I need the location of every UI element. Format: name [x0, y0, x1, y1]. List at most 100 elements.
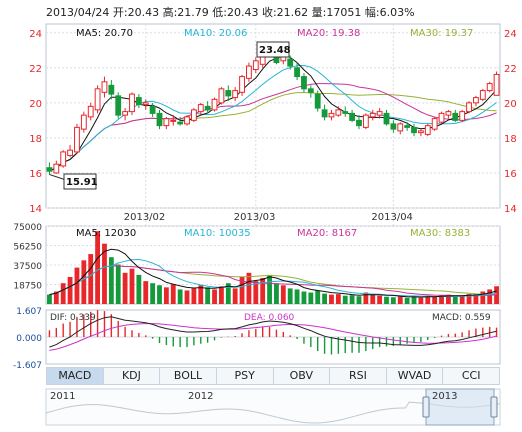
- volume-bar: [81, 260, 87, 304]
- candle-body: [438, 112, 445, 123]
- price-y-tick-left: 20: [29, 99, 42, 110]
- volume-bar: [136, 274, 142, 304]
- volume-bar: [129, 268, 135, 304]
- overview-handle-left[interactable]: [422, 396, 430, 418]
- volume-bar: [232, 288, 238, 304]
- price-ma-label: MA20: 19.38: [297, 28, 360, 39]
- tab-kdj[interactable]: KDJ: [104, 368, 161, 384]
- overview-handle-right[interactable]: [490, 396, 498, 418]
- volume-bar: [177, 289, 183, 304]
- candle-body: [376, 111, 383, 116]
- macd-label: MACD: 0.559: [432, 313, 491, 323]
- candle-body: [232, 90, 239, 99]
- volume-bar: [95, 231, 100, 304]
- candle-body: [122, 111, 129, 116]
- candle-body: [390, 123, 397, 130]
- candle-body: [466, 102, 472, 113]
- candle-body: [383, 112, 390, 125]
- tab-macd[interactable]: MACD: [47, 368, 104, 384]
- candle-body: [225, 90, 232, 97]
- tab-cci[interactable]: CCI: [461, 369, 481, 382]
- price-y-tick-left: 22: [29, 64, 42, 75]
- max-price-label: 23.48: [259, 45, 291, 56]
- overview-year-label: 2013: [432, 391, 457, 402]
- volume-bar: [377, 295, 383, 304]
- volume-bar: [473, 293, 479, 304]
- candle-body: [129, 93, 135, 113]
- volume-bar: [390, 297, 396, 304]
- volume-bar: [267, 274, 272, 304]
- volume-bar: [157, 285, 162, 304]
- volume-bar: [60, 283, 66, 304]
- volume-bar: [246, 272, 252, 304]
- tab-boll[interactable]: BOLL: [160, 368, 217, 384]
- volume-bar: [342, 295, 348, 304]
- volume-bar: [108, 257, 114, 304]
- tab-obv[interactable]: OBV: [274, 368, 331, 384]
- candle-body: [486, 83, 493, 92]
- volume-bar: [356, 296, 362, 304]
- candle-body: [417, 130, 424, 134]
- volume-bar: [150, 283, 156, 304]
- volume-bar: [122, 272, 128, 304]
- price-y-tick-left: 24: [29, 29, 42, 40]
- candle-body: [87, 105, 94, 118]
- volume-bar: [480, 291, 486, 304]
- candle-body: [190, 109, 197, 121]
- ma5-line: [49, 55, 497, 172]
- price-y-tick-right: 16: [504, 169, 517, 180]
- volume-bar: [274, 283, 279, 304]
- volume-bar: [184, 290, 190, 304]
- min-marker-line: [49, 174, 67, 181]
- volume-bar: [239, 276, 245, 304]
- volume-bar: [322, 293, 327, 304]
- volume-bar: [198, 285, 204, 304]
- candle-body: [307, 88, 314, 93]
- dea-label: DEA: 0.060: [244, 313, 295, 323]
- volume-bar: [212, 289, 217, 304]
- candle-body: [184, 116, 190, 125]
- volume-bar: [170, 284, 176, 304]
- volume-bar: [280, 285, 286, 304]
- tab-wvad[interactable]: WVAD: [387, 368, 444, 384]
- quote-header: 2013/04/24 开:20.43 高:21.79 低:20.43 收:21.…: [46, 6, 415, 19]
- price-y-tick-right: 20: [504, 99, 517, 110]
- volume-bar: [219, 286, 224, 304]
- candle-body: [197, 104, 204, 113]
- volume-bar: [287, 288, 293, 304]
- volume-bar: [397, 296, 403, 304]
- candle-body: [404, 125, 411, 128]
- volume-bar: [466, 294, 472, 304]
- dea-line: [49, 323, 497, 351]
- vol-ma20-line: [49, 265, 497, 297]
- x-tick-label: 2013/04: [371, 212, 413, 223]
- candle-body: [149, 105, 156, 114]
- price-y-tick-right: 18: [504, 134, 517, 145]
- price-panel: [45, 23, 501, 209]
- volume-bar: [115, 264, 121, 304]
- volume-ma-label: MA10: 10035: [184, 228, 251, 239]
- volume-y-tick: 37500: [13, 262, 42, 272]
- price-ma-label: MA10: 20.06: [184, 28, 247, 39]
- price-y-tick-right: 22: [504, 64, 517, 75]
- candle-body: [170, 119, 177, 122]
- candle-body: [314, 93, 321, 109]
- macd-y-tick: -1.607: [13, 361, 42, 371]
- candle-body: [424, 125, 431, 135]
- candle-body: [53, 163, 60, 174]
- candle-body: [101, 81, 108, 93]
- volume-bar: [487, 289, 493, 304]
- ma20-line: [49, 83, 497, 172]
- candle-body: [294, 67, 300, 78]
- volume-bar: [315, 290, 321, 304]
- tab-psy[interactable]: PSY: [217, 368, 274, 384]
- price-y-tick-right: 14: [504, 204, 517, 215]
- tab-rsi[interactable]: RSI: [330, 368, 387, 384]
- volume-bar: [225, 283, 231, 304]
- volume-bar: [425, 295, 431, 304]
- volume-y-tick: 56250: [13, 243, 42, 253]
- candle-body: [74, 126, 80, 153]
- volume-bar: [411, 296, 417, 304]
- volume-bar: [335, 294, 341, 304]
- volume-bar: [260, 278, 266, 304]
